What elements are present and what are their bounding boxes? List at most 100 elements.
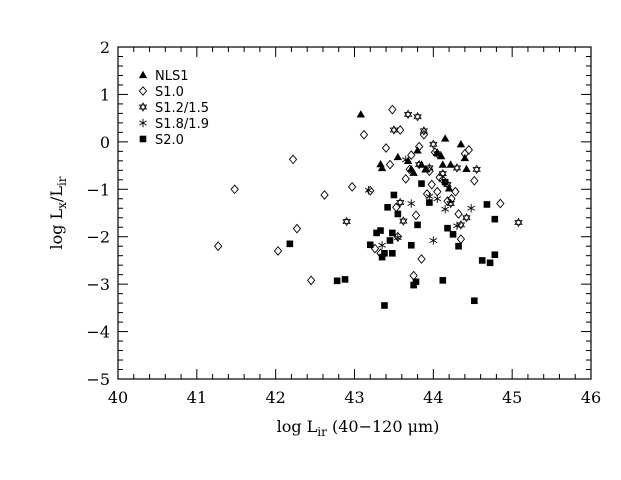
- point-s2-0: [444, 224, 451, 232]
- y-tick-label: −2: [86, 228, 110, 247]
- point-s2-0: [407, 241, 415, 249]
- x-tick-label: 46: [581, 388, 601, 407]
- point-s2-0: [410, 281, 417, 289]
- point-s1-0: [381, 143, 391, 153]
- legend-marker-s1-0: [138, 86, 148, 96]
- point-nls1: [440, 134, 450, 142]
- point-s2-0: [491, 215, 499, 223]
- point-s2-0: [333, 277, 341, 285]
- plot-frame: [117, 46, 592, 380]
- point-s1-0: [464, 145, 473, 155]
- point-s1-2-1-5: [399, 216, 408, 226]
- point-nls1: [413, 146, 422, 154]
- data-points: [213, 104, 523, 309]
- point-s1-0: [388, 104, 397, 115]
- y-axis-label-subscript-ir: ir: [55, 176, 69, 186]
- point-s1-0: [359, 129, 369, 140]
- legend-label-s2-0: S2.0: [155, 133, 184, 148]
- point-s2-0: [414, 221, 421, 229]
- point-s2-0: [377, 227, 384, 234]
- point-s2-0: [286, 240, 294, 248]
- point-nls1: [444, 184, 454, 192]
- y-axis-label-subscript-x: x: [55, 202, 69, 209]
- x-axis-label-subscript: ir: [317, 425, 327, 439]
- point-s1-2-1-5: [403, 109, 413, 120]
- point-s1-2-1-5: [413, 111, 422, 122]
- point-nls1: [377, 163, 387, 172]
- point-s1-0: [405, 164, 414, 175]
- point-s1-0: [411, 210, 421, 221]
- point-nls1: [462, 164, 471, 173]
- point-s1-0: [292, 223, 302, 234]
- point-s1-0: [430, 147, 440, 158]
- point-s1-2-1-5: [396, 197, 405, 208]
- point-s1-2-1-5: [389, 125, 399, 135]
- x-tick-label: 41: [187, 388, 207, 407]
- point-s1-0: [288, 154, 298, 165]
- x-tick-label: 45: [502, 388, 522, 407]
- point-s2-0: [426, 199, 433, 206]
- point-s1-2-1-5: [342, 216, 351, 227]
- point-s1-0: [273, 246, 283, 256]
- legend-label-s1-8-1-9: S1.8/1.9: [155, 117, 209, 132]
- point-s2-0: [373, 229, 380, 237]
- point-s2-0: [439, 277, 447, 284]
- point-s1-8-1-9: [453, 221, 461, 231]
- point-s1-0: [451, 186, 460, 197]
- point-s2-0: [390, 191, 398, 199]
- point-s2-0: [483, 201, 491, 208]
- point-s1-0: [306, 275, 316, 286]
- point-s1-0: [454, 209, 463, 219]
- legend-marker-s2-0: [139, 135, 147, 143]
- point-s1-2-1-5: [446, 198, 455, 209]
- point-s1-2-1-5: [429, 139, 438, 150]
- point-s1-2-1-5: [419, 126, 429, 136]
- point-s1-8-1-9: [467, 204, 476, 213]
- point-s1-2-1-5: [433, 148, 442, 159]
- point-s1-0: [407, 150, 416, 161]
- point-s2-0: [412, 278, 420, 286]
- x-tick-label: 40: [108, 388, 128, 407]
- x-tick-label: 42: [265, 388, 285, 407]
- point-s2-0: [389, 250, 396, 257]
- legend-label-nls1: NLS1: [155, 69, 189, 84]
- x-tick-label: 43: [344, 388, 364, 407]
- point-s1-0: [401, 173, 410, 184]
- point-s1-0: [447, 193, 456, 204]
- point-nls1: [421, 165, 430, 173]
- point-s1-8-1-9: [364, 186, 373, 195]
- point-s1-0: [417, 254, 426, 264]
- point-s1-2-1-5: [472, 164, 481, 175]
- point-s1-0: [320, 190, 329, 200]
- y-tick-label: 0: [100, 133, 110, 152]
- y-tick-label: −4: [86, 323, 110, 342]
- point-s1-8-1-9: [407, 199, 416, 208]
- point-s2-0: [491, 251, 499, 259]
- x-axis-label: log Lir (40−120 μm): [277, 417, 440, 439]
- point-s1-8-1-9: [441, 205, 450, 214]
- point-s1-0: [414, 141, 424, 152]
- point-s1-0: [347, 182, 357, 192]
- point-s2-0: [471, 297, 478, 305]
- point-s2-0: [366, 241, 374, 249]
- point-s1-2-1-5: [414, 159, 424, 170]
- y-tick-label: 1: [100, 85, 110, 104]
- point-nls1: [446, 160, 455, 168]
- point-nls1: [356, 110, 366, 118]
- point-s2-0: [394, 210, 402, 218]
- point-s1-8-1-9: [393, 233, 402, 242]
- point-s1-0: [213, 241, 223, 252]
- point-s1-2-1-5: [456, 220, 466, 230]
- point-s1-8-1-9: [378, 241, 386, 250]
- point-s1-2-1-5: [514, 217, 523, 228]
- point-s1-8-1-9: [433, 194, 442, 203]
- point-s1-0: [470, 175, 479, 186]
- point-s1-0: [396, 125, 405, 135]
- legend-label-s1-2-1-5: S1.2/1.5: [155, 101, 209, 116]
- x-tick-label: 44: [423, 388, 443, 407]
- point-s1-2-1-5: [425, 163, 434, 173]
- point-s1-8-1-9: [401, 155, 410, 165]
- point-s2-0: [378, 253, 386, 261]
